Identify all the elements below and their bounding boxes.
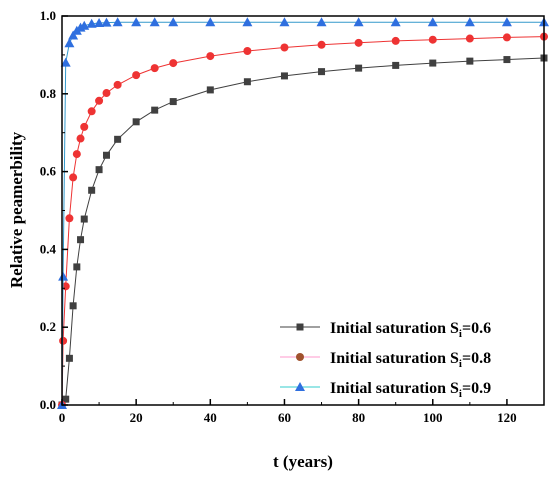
data-point [355, 64, 363, 72]
data-point [62, 395, 70, 403]
x-tick-label: 80 [352, 410, 365, 425]
legend-item-3: Initial saturation Si=0.9 [280, 380, 491, 400]
legend-label: Initial saturation Si=0.8 [330, 350, 491, 370]
data-point [280, 72, 288, 80]
data-point [206, 52, 215, 61]
data-point [72, 150, 81, 159]
data-point [101, 17, 112, 27]
data-point [280, 43, 289, 52]
x-tick-label: 100 [423, 410, 443, 425]
data-point [242, 17, 253, 27]
data-point [64, 38, 75, 48]
data-point [132, 118, 140, 126]
x-axis-label: t (years) [273, 452, 333, 471]
data-point [168, 17, 179, 27]
data-point [86, 18, 97, 28]
data-point [58, 271, 69, 281]
data-point [112, 17, 123, 27]
data-point [65, 354, 73, 362]
data-point [503, 56, 511, 64]
data-point [502, 33, 511, 42]
x-tick-label: 60 [278, 410, 291, 425]
data-point [391, 36, 400, 45]
data-point [317, 40, 326, 49]
legend-item-1: Initial saturation Si=0.6 [280, 320, 491, 340]
x-tick-label: 0 [59, 410, 66, 425]
x-tick-label: 20 [130, 410, 143, 425]
data-point [464, 17, 475, 27]
data-point [87, 107, 96, 116]
data-point [316, 17, 327, 27]
x-tick-label: 120 [497, 410, 517, 425]
data-point [73, 263, 81, 271]
data-point [149, 17, 160, 27]
y-axis-ticks: 0.0 0.2 0.4 0.6 0.8 1.0 [40, 8, 68, 412]
data-point [80, 122, 89, 131]
y-tick-label: 0.0 [40, 397, 56, 412]
y-axis-label: Relative peamerbility [7, 131, 26, 288]
data-point [102, 151, 110, 159]
data-point [318, 68, 326, 76]
data-point [206, 86, 214, 94]
y-tick-label: 0.2 [40, 319, 56, 334]
data-point [114, 135, 122, 143]
data-point [243, 78, 251, 86]
data-point [501, 17, 512, 27]
data-point [466, 57, 474, 65]
series-line [61, 57, 545, 406]
data-point [429, 59, 437, 67]
data-point [59, 336, 68, 345]
data-point [88, 186, 96, 194]
legend-marker [295, 382, 305, 391]
data-point [77, 236, 85, 244]
y-tick-label: 0.6 [40, 164, 57, 179]
legend: Initial saturation Si=0.6 Initial saturat… [280, 320, 491, 400]
series-line [61, 21, 544, 406]
data-point [427, 17, 438, 27]
data-point [80, 215, 88, 223]
data-point [69, 302, 77, 310]
legend-label: Initial saturation Si=0.6 [330, 320, 491, 340]
data-point [169, 59, 178, 68]
data-point [169, 98, 177, 106]
data-point [279, 17, 290, 27]
data-point [131, 17, 142, 27]
x-tick-label: 40 [204, 410, 217, 425]
data-point [65, 214, 74, 223]
data-point [76, 134, 85, 143]
data-point [205, 17, 216, 27]
y-tick-label: 1.0 [40, 8, 56, 23]
y-tick-label: 0.4 [40, 241, 57, 256]
data-point [354, 38, 363, 47]
data-point [465, 34, 474, 43]
legend-marker [296, 323, 304, 331]
data-point [94, 18, 105, 28]
data-point [79, 20, 90, 30]
data-point [392, 61, 400, 69]
data-point [243, 47, 252, 56]
x-axis-ticks: 0 20 40 60 80 100 120 [59, 399, 517, 425]
data-point [68, 30, 79, 40]
data-point [113, 80, 122, 89]
y-tick-label: 0.8 [40, 86, 57, 101]
data-point [132, 71, 141, 80]
legend-label: Initial saturation Si=0.9 [330, 380, 491, 400]
data-point [102, 89, 111, 98]
data-point [60, 57, 71, 67]
legend-marker [296, 353, 304, 361]
data-point [69, 173, 78, 182]
data-point [95, 166, 103, 174]
series-layer [57, 17, 549, 409]
data-point [428, 35, 437, 44]
data-point [390, 17, 401, 27]
data-point [353, 17, 364, 27]
legend-item-2: Initial saturation Si=0.8 [280, 350, 491, 370]
data-point [150, 64, 159, 73]
data-point [151, 106, 159, 114]
data-point [95, 96, 104, 105]
